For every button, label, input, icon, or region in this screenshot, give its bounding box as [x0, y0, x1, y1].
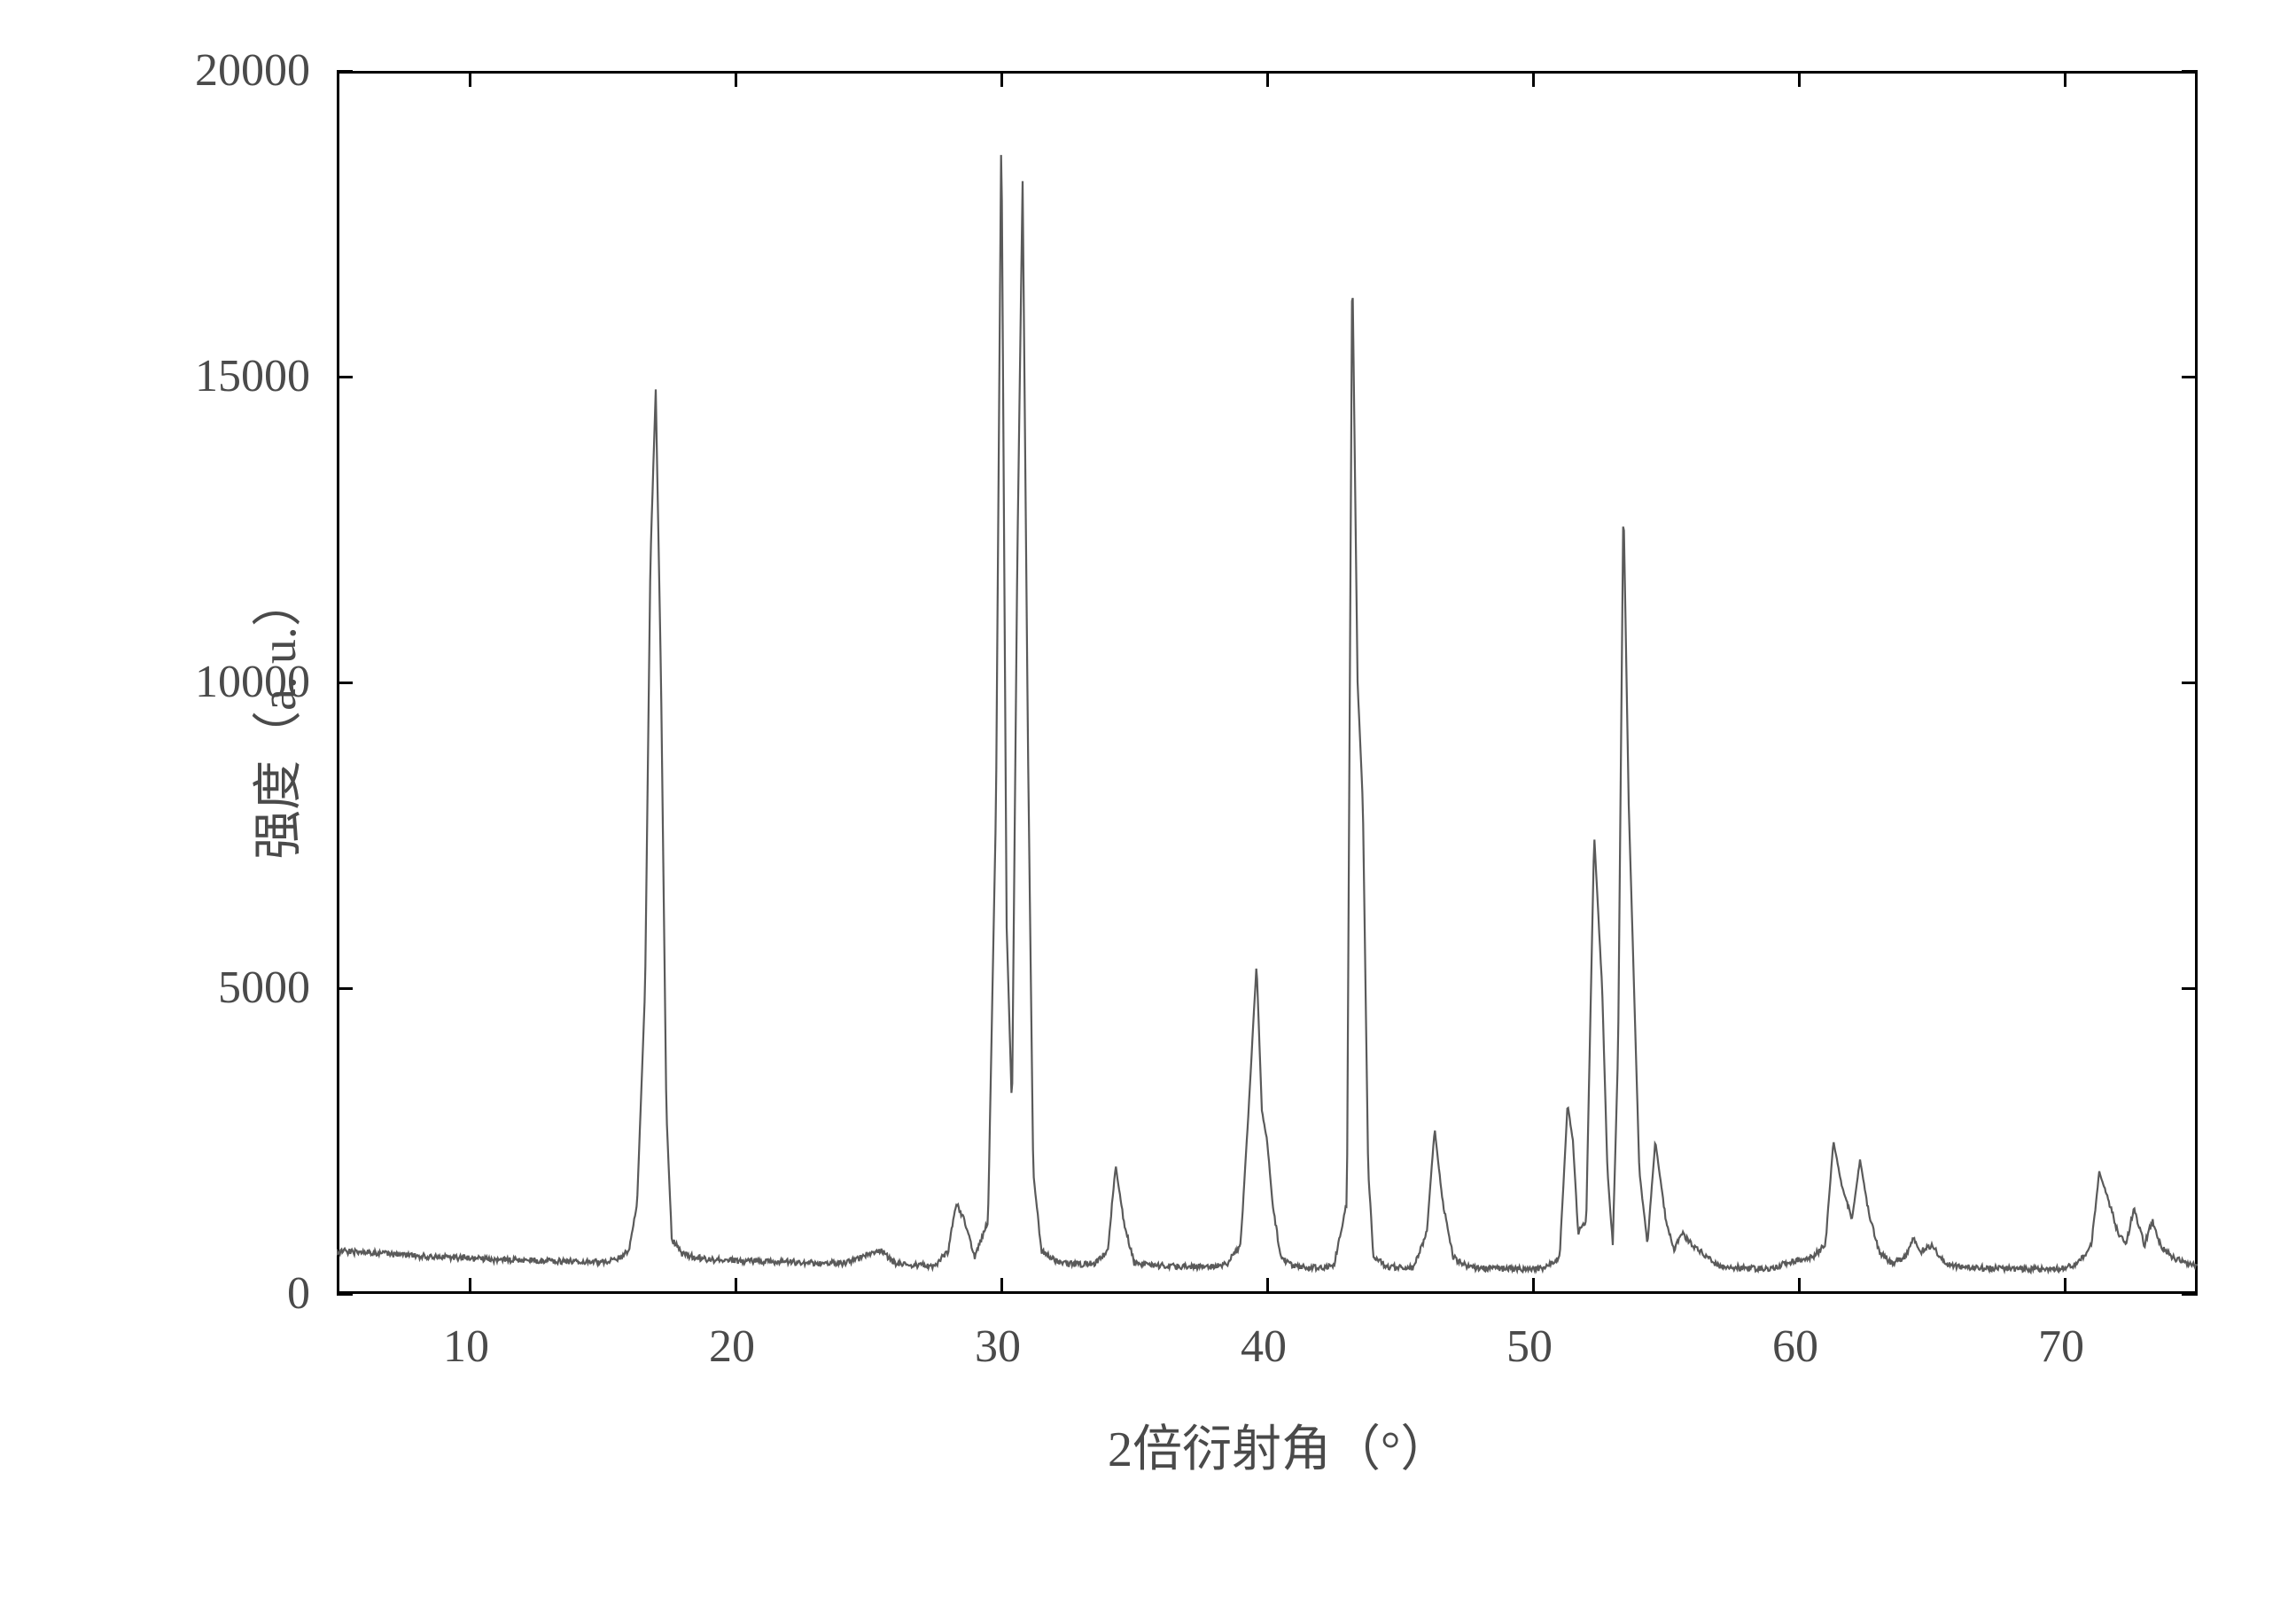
xrd-trace: [337, 155, 2198, 1273]
xrd-chart-container: 强度（a. u.） 2倍衍射角（°） 05000100001500020000 …: [89, 53, 2215, 1542]
xrd-line-plot: [89, 53, 2215, 1560]
